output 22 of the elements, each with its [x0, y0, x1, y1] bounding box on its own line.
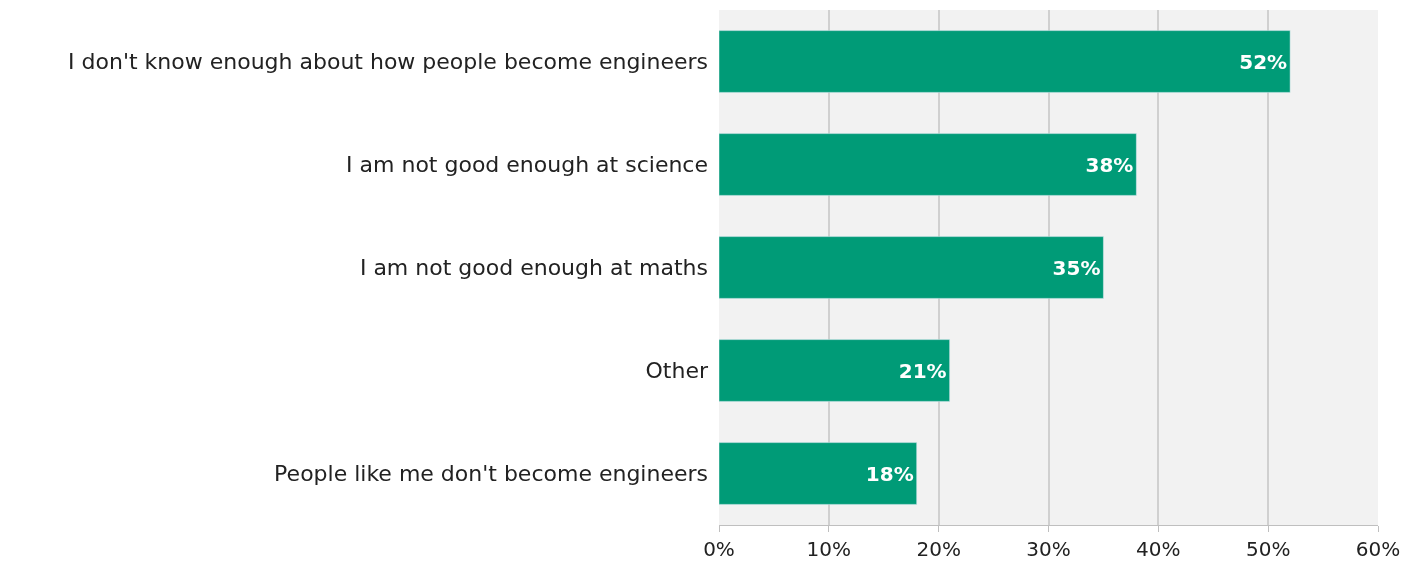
- y-tick-label: I am not good enough at science: [346, 152, 708, 178]
- bar: [719, 236, 1104, 299]
- y-tick-label: People like me don't become engineers: [274, 461, 708, 487]
- data-label: 18%: [865, 461, 914, 486]
- bar: [719, 30, 1291, 93]
- x-tick-label: 10%: [806, 537, 852, 561]
- bar: [719, 133, 1137, 196]
- data-label: 21%: [898, 358, 947, 383]
- x-tick-label: 50%: [1245, 537, 1291, 561]
- x-tick-label: 30%: [1026, 537, 1071, 561]
- data-label: 35%: [1052, 255, 1101, 280]
- bar: [719, 339, 950, 402]
- data-label: 38%: [1085, 152, 1134, 177]
- bar: [719, 442, 917, 505]
- x-tick-label: 20%: [916, 537, 961, 561]
- y-tick-label: Other: [645, 358, 709, 384]
- x-tick-label: 0%: [703, 537, 735, 561]
- y-tick-label: I don't know enough about how people become engineers: [68, 49, 708, 75]
- x-tick-label: 60%: [1355, 537, 1401, 561]
- y-tick-label: I am not good enough at maths: [359, 255, 708, 281]
- data-label: 52%: [1239, 49, 1288, 74]
- x-tick-label: 40%: [1136, 537, 1181, 561]
